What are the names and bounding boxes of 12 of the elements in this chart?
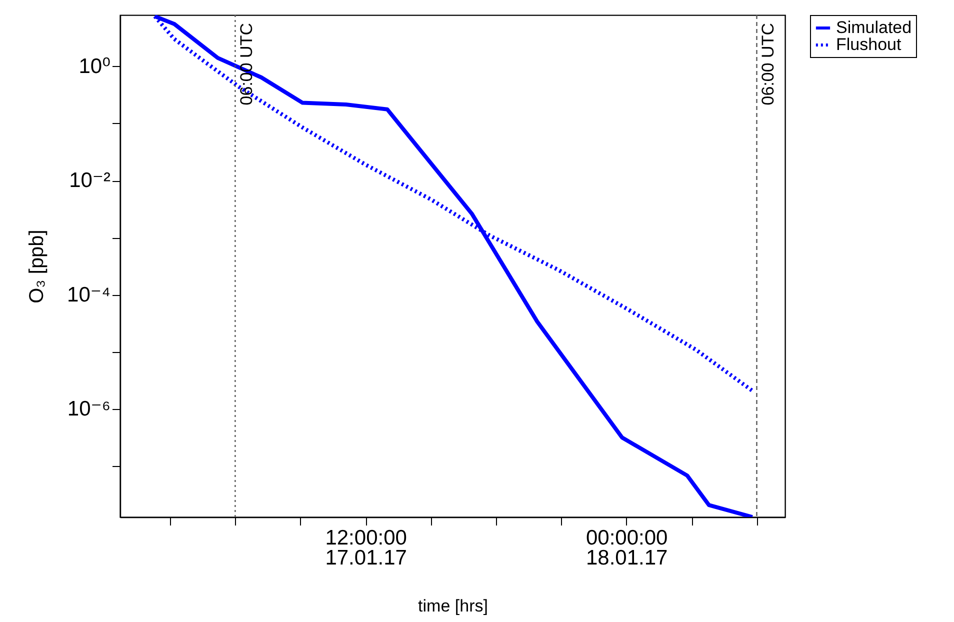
- y-tick-label: 10⁻⁶: [67, 398, 110, 421]
- x-tick-label: 12:00:00 17.01.17: [325, 526, 407, 570]
- y-tick-label: 10⁰: [78, 54, 110, 78]
- y-tick-label: 10⁻⁴: [67, 283, 110, 306]
- x-axis-title: time [hrs]: [418, 596, 488, 616]
- y-tick-label: 10⁻²: [69, 169, 111, 192]
- legend-label: Simulated: [836, 18, 912, 37]
- legend-label: Flushout: [836, 35, 902, 54]
- x-tick-label: 00:00:00 18.01.17: [586, 526, 668, 570]
- y-axis-title: O₃ [ppb]: [26, 230, 48, 304]
- ref-line-label: 06:00 UTC: [237, 23, 256, 106]
- ref-line-label: 06:00 UTC: [758, 23, 778, 106]
